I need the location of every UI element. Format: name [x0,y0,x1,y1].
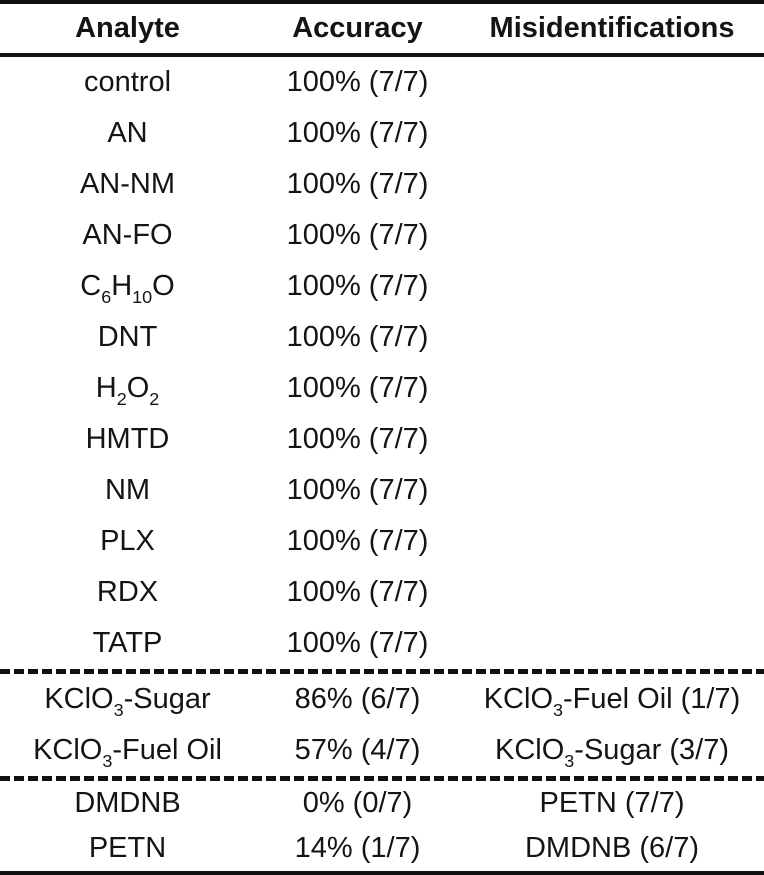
analyte-cell: RDX [0,576,255,609]
header-row: Analyte Accuracy Misidentifications [0,4,764,53]
table-row: PLX 100% (7/7) [0,516,764,567]
text-segment: NM [104,474,151,506]
table-row: AN-NM 100% (7/7) [0,159,764,210]
text-segment: -Fuel Oil (1/7) [563,683,741,715]
subscript-text: 3 [102,751,113,772]
subscript-text: 2 [116,389,127,410]
text-segment: PETN [88,832,167,864]
subscript-text: 6 [101,287,112,308]
dashed-section-divider [0,776,764,781]
accuracy-cell: 100% (7/7) [286,117,429,149]
table-row: control 100% (7/7) [0,57,764,108]
misidentification-cell: KClO3-Fuel Oil (1/7) [460,683,764,719]
text-segment: AN-FO [82,219,173,251]
analyte-cell: control [0,66,255,99]
table-row: DMDNB 0% (0/7) PETN (7/7) [0,781,764,826]
accuracy-cell: 100% (7/7) [286,270,429,302]
dashed-section-divider [0,669,764,674]
text-segment: RDX [96,576,159,608]
text-segment: O [152,270,175,302]
misidentification-cell: DMDNB (6/7) [460,832,764,865]
analyte-cell: PLX [0,525,255,558]
misidentification-cell: KClO3-Sugar (3/7) [460,734,764,770]
text-segment: DNT [97,321,158,353]
accuracy-cell: 100% (7/7) [286,423,429,455]
analyte-cell: NM [0,474,255,507]
text-segment: O [126,372,150,404]
top-border [0,0,764,4]
table-row: TATP 100% (7/7) [0,618,764,669]
accuracy-cell: 100% (7/7) [286,576,429,608]
text-segment: PLX [100,525,155,557]
accuracy-cell: 0% (0/7) [302,787,413,819]
analyte-cell: DMDNB [0,787,255,820]
analyte-cell: KClO3-Fuel Oil [0,734,255,770]
analyte-cell: HMTD [0,423,255,456]
text-segment: AN-NM [79,168,176,200]
analyte-cell: AN-FO [0,219,255,252]
text-segment: -Sugar [123,683,211,715]
text-segment: KClO [494,734,565,766]
text-segment: control [83,66,172,98]
subscript-text: 3 [553,700,564,721]
accuracy-cell: 100% (7/7) [286,66,429,98]
analyte-cell: H2O2 [0,372,255,408]
header-border [0,53,764,57]
text-segment: HMTD [85,423,170,455]
misidentification-cell: PETN (7/7) [460,787,764,820]
text-segment: H [111,270,133,302]
column-header-analyte: Analyte [75,12,180,44]
column-header-misidentifications: Misidentifications [489,12,735,44]
text-segment: KClO [44,683,114,715]
table-body: control 100% (7/7) AN 100% (7/7) AN-NM 100% (… [0,57,764,871]
accuracy-cell: 100% (7/7) [286,168,429,200]
table-row: KClO3-Sugar 86% (6/7) KClO3-Fuel Oil (1/7) [0,674,764,725]
text-segment: -Fuel Oil [112,734,222,766]
analyte-cell: C6H10O [0,270,255,306]
accuracy-cell: 100% (7/7) [286,627,429,659]
accuracy-cell: 14% (1/7) [294,832,421,864]
subscript-text: 3 [113,700,124,721]
accuracy-cell: 100% (7/7) [286,372,429,404]
table-row: C6H10O 100% (7/7) [0,261,764,312]
text-segment: DMDNB (6/7) [524,832,699,864]
analyte-cell: PETN [0,832,255,865]
bottom-border [0,871,764,875]
text-segment: DMDNB [74,787,181,819]
text-segment: TATP [92,627,163,659]
table-row: PETN 14% (1/7) DMDNB (6/7) [0,826,764,871]
table-row: DNT 100% (7/7) [0,312,764,363]
accuracy-cell: 100% (7/7) [286,321,429,353]
analyte-cell: TATP [0,627,255,660]
table-row: AN-FO 100% (7/7) [0,210,764,261]
table-row: H2O2 100% (7/7) [0,363,764,414]
table-row: KClO3-Fuel Oil 57% (4/7) KClO3-Sugar (3/7) [0,725,764,776]
analyte-cell: KClO3-Sugar [0,683,255,719]
table-row: NM 100% (7/7) [0,465,764,516]
analyte-cell: AN [0,117,255,150]
text-segment: KClO [483,683,554,715]
subscript-text: 10 [132,287,153,308]
accuracy-cell: 57% (4/7) [294,734,421,766]
accuracy-cell: 100% (7/7) [286,525,429,557]
accuracy-cell: 100% (7/7) [286,219,429,251]
analyte-cell: AN-NM [0,168,255,201]
text-segment: AN [107,117,148,149]
column-header-accuracy: Accuracy [292,12,423,44]
analyte-cell: DNT [0,321,255,354]
table-row: RDX 100% (7/7) [0,567,764,618]
subscript-text: 2 [149,389,160,410]
accuracy-cell: 86% (6/7) [294,683,421,715]
text-segment: KClO [33,734,103,766]
text-segment: PETN (7/7) [539,787,685,819]
text-segment: -Sugar (3/7) [574,734,730,766]
accuracy-cell: 100% (7/7) [286,474,429,506]
text-segment: C [80,270,102,302]
subscript-text: 3 [564,751,575,772]
table-row: HMTD 100% (7/7) [0,414,764,465]
text-segment: H [95,372,117,404]
table-row: AN 100% (7/7) [0,108,764,159]
